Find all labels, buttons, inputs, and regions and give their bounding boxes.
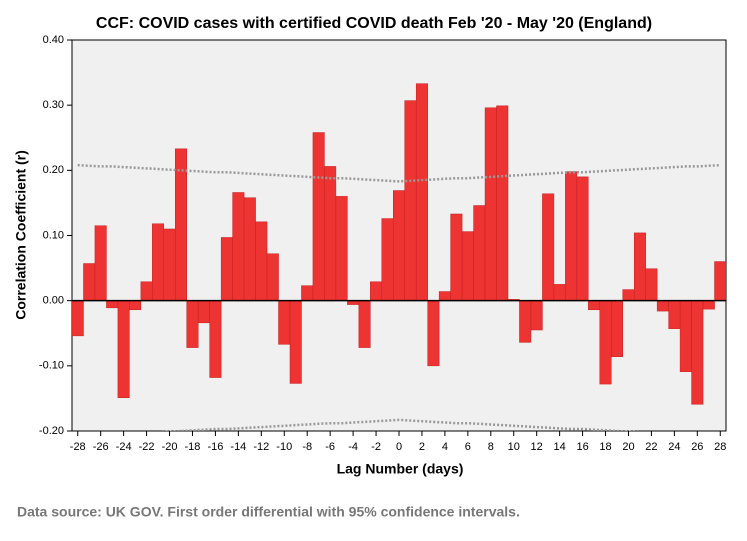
bar <box>645 268 658 301</box>
x-tick-label: 16 <box>576 441 588 453</box>
bar <box>186 300 199 348</box>
bar <box>129 300 142 311</box>
x-tick-label: 10 <box>508 441 520 453</box>
bar <box>324 166 337 301</box>
bar <box>427 300 440 367</box>
y-tick-label: 0.10 <box>43 229 64 241</box>
x-tick-label: -14 <box>230 441 246 453</box>
confidence-limit <box>77 163 721 183</box>
bar <box>220 237 233 301</box>
x-tick-label: -18 <box>185 441 201 453</box>
bar <box>599 300 612 385</box>
bar <box>152 223 165 301</box>
bar <box>576 176 589 301</box>
bar <box>232 192 245 301</box>
bar <box>519 300 532 343</box>
bar <box>94 225 107 301</box>
x-tick-label: 8 <box>488 441 494 453</box>
x-tick-label: -8 <box>302 441 312 453</box>
x-tick-label: -26 <box>93 441 109 453</box>
bar <box>588 300 601 311</box>
x-tick-label: 18 <box>599 441 611 453</box>
bar <box>415 83 428 301</box>
x-tick-label: 22 <box>645 441 657 453</box>
bar <box>656 300 669 312</box>
bar <box>72 300 84 337</box>
x-tick-label: 2 <box>419 441 425 453</box>
confidence-limit <box>159 418 639 431</box>
y-axis-label: Correlation Coefficient (r) <box>13 150 29 320</box>
x-tick-label: -24 <box>116 441 132 453</box>
bar <box>255 221 268 301</box>
x-tick-label: 0 <box>396 441 402 453</box>
bar <box>542 193 555 301</box>
bar <box>370 281 383 301</box>
bar <box>679 300 692 372</box>
bar <box>301 285 314 301</box>
y-tick-label: 0.40 <box>43 34 64 46</box>
bar <box>278 300 291 345</box>
x-tick-label: -2 <box>371 441 381 453</box>
y-tick-label: 0.20 <box>43 164 64 176</box>
x-tick-label: -22 <box>139 441 155 453</box>
x-tick-label: 24 <box>668 441 680 453</box>
bar <box>461 231 474 301</box>
footnote: Data source: UK GOV. First order differe… <box>17 504 520 520</box>
x-tick-label: 26 <box>691 441 703 453</box>
bar <box>668 300 681 329</box>
x-tick-label: -10 <box>276 441 292 453</box>
bar <box>106 300 119 309</box>
bar <box>691 300 704 405</box>
bar <box>702 300 715 310</box>
bar <box>553 284 566 301</box>
bar <box>404 100 417 301</box>
x-tick-label: 6 <box>465 441 471 453</box>
bar <box>209 300 222 378</box>
bar <box>393 190 405 301</box>
x-tick-label: -4 <box>348 441 358 453</box>
bar <box>530 300 543 331</box>
bar <box>622 289 635 301</box>
bar <box>175 148 187 301</box>
bar <box>335 196 348 301</box>
x-tick-label: 28 <box>714 441 726 453</box>
x-tick-label: 14 <box>554 441 566 453</box>
bar <box>197 300 210 324</box>
bar <box>312 132 325 301</box>
bar <box>163 228 176 301</box>
x-tick-label: -20 <box>162 441 178 453</box>
bar <box>117 300 130 399</box>
bar <box>565 171 578 301</box>
y-tick-label: -0.10 <box>39 360 64 372</box>
bar <box>438 291 451 301</box>
bar <box>289 300 302 384</box>
bar <box>358 300 371 348</box>
x-tick-label: -28 <box>70 441 86 453</box>
bar <box>484 107 497 301</box>
bar <box>83 263 96 301</box>
bar <box>473 205 486 301</box>
x-tick-label: 12 <box>531 441 543 453</box>
chart-title: CCF: COVID cases with certified COVID de… <box>96 15 652 32</box>
bar <box>140 281 153 301</box>
plot <box>72 83 726 431</box>
x-tick-label: -16 <box>207 441 223 453</box>
bar <box>714 261 726 301</box>
y-tick-label: -0.20 <box>39 425 64 437</box>
bar <box>611 300 623 357</box>
bar <box>266 253 279 301</box>
x-axis-label: Lag Number (days) <box>337 461 464 477</box>
bar <box>496 105 509 301</box>
x-tick-label: -12 <box>253 441 269 453</box>
y-tick-label: 0.30 <box>43 99 64 111</box>
bar <box>633 232 646 301</box>
bar <box>450 213 463 301</box>
x-tick-label: 20 <box>622 441 634 453</box>
bar <box>243 197 256 301</box>
x-tick-label: -6 <box>325 441 335 453</box>
y-tick-label: 0.00 <box>43 295 64 307</box>
bar <box>381 218 394 301</box>
x-tick-label: 4 <box>442 441 448 453</box>
